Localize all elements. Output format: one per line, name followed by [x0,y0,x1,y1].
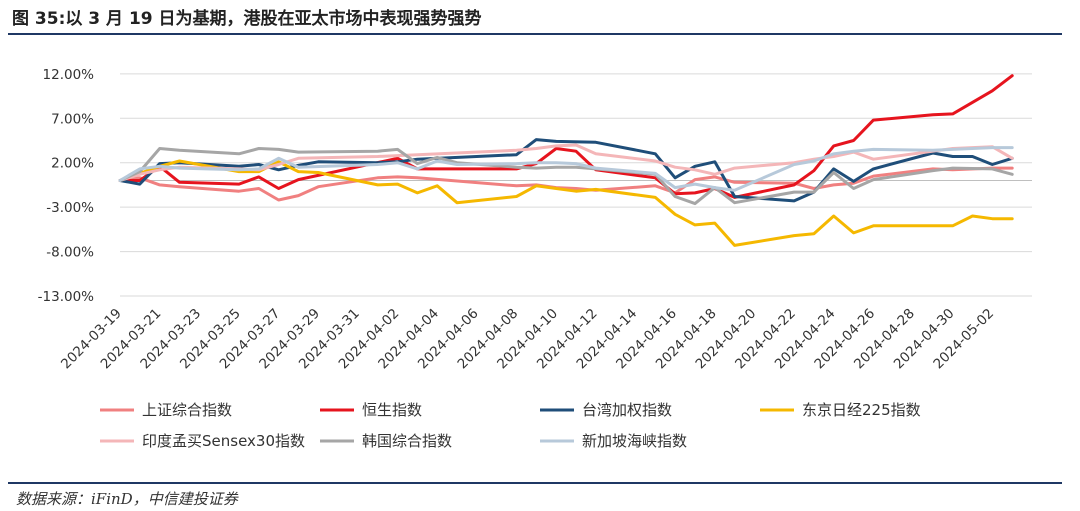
series-line [118,138,1014,203]
y-tick-label: 2.00% [51,156,94,172]
data-source-note: 数据来源：iFinD，中信建投证券 [16,490,238,508]
bottom-rule [8,482,1062,484]
y-tick-label: -3.00% [46,200,94,216]
legend-label: 台湾加权指数 [582,401,672,419]
series-line [118,159,1014,247]
y-tick-label: 7.00% [51,111,94,127]
legend-label: 上证综合指数 [142,401,232,419]
y-tick-label: -8.00% [46,245,94,261]
y-tick-label: -13.00% [38,289,95,305]
chart-title: 图 35:以 3 月 19 日为基期，港股在亚太市场中表现强势强势 [12,9,482,29]
series-line [118,147,1014,206]
legend-label: 印度孟买Sensex30指数 [142,432,305,450]
legend-label: 新加坡海峡指数 [582,432,687,450]
legend-label: 东京日经225指数 [802,401,921,419]
legend-label: 韩国综合指数 [362,432,452,450]
series-line [118,166,1014,202]
series-line [118,146,1014,192]
legend-label: 恒生指数 [362,401,422,419]
line-chart: 12.00%7.00%2.00%-3.00%-8.00%-13.00%2024-… [38,67,1032,450]
top-rule [8,33,1062,35]
y-tick-label: 12.00% [43,67,95,83]
